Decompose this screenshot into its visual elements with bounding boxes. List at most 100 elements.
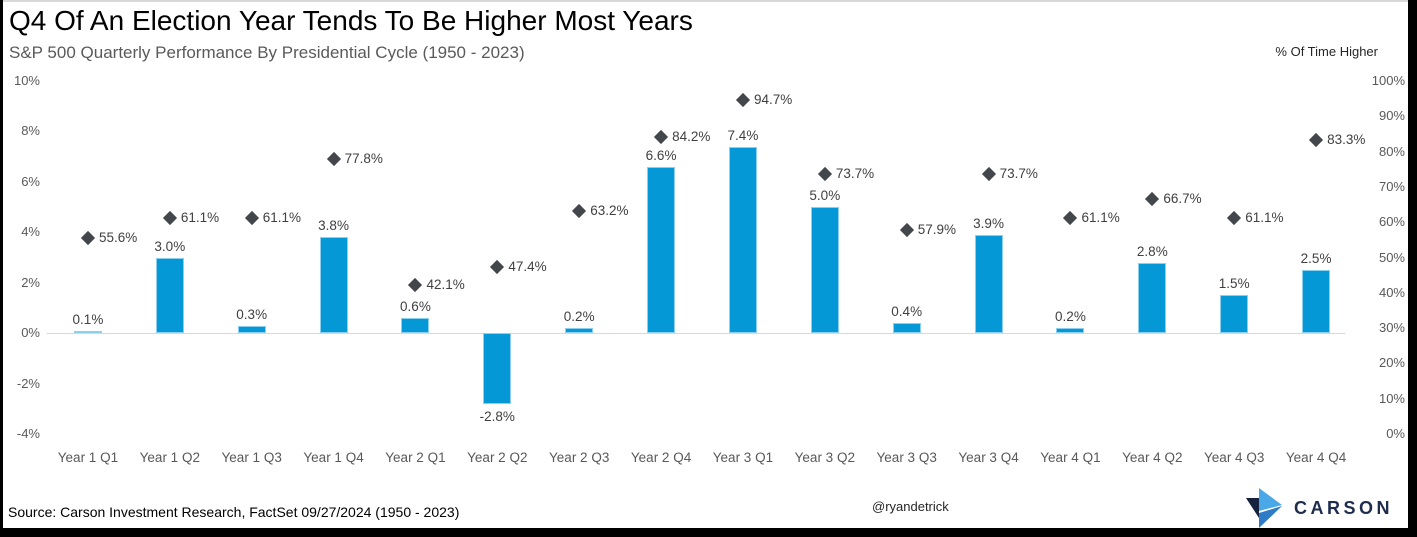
pct-value-label: 61.1% (262, 210, 301, 226)
pct-value-label: 83.3% (1327, 131, 1366, 147)
pct-diamond (490, 259, 505, 274)
logo-light-triangle (1259, 488, 1282, 511)
pct-diamond (408, 278, 423, 293)
right-axis-title: % Of Time Higher (1275, 44, 1378, 59)
bottom-border (0, 528, 1417, 537)
y-axis-tick-left: 4% (21, 224, 40, 240)
bar (1220, 295, 1249, 334)
pct-value-label: 42.1% (426, 277, 465, 293)
pct-value-label: 77.8% (344, 151, 383, 167)
y-axis-tick-left: -4% (16, 426, 40, 441)
bar-value-label: 0.2% (563, 309, 595, 325)
source-note: Source: Carson Investment Research, Fact… (8, 504, 460, 520)
bar (155, 257, 184, 334)
pct-diamond (1227, 211, 1242, 226)
bar (892, 323, 921, 334)
chart-subtitle: S&P 500 Quarterly Performance By Preside… (9, 43, 525, 62)
y-axis-tick-right: 90% (1378, 108, 1405, 124)
y-axis-tick-right: 0% (1386, 426, 1405, 441)
pct-value-label: 57.9% (917, 221, 956, 237)
y-axis-tick-right: 20% (1378, 355, 1405, 371)
y-axis-tick-right: 10% (1378, 390, 1405, 406)
x-axis-label: Year 2 Q4 (630, 450, 692, 465)
bar (1302, 270, 1331, 334)
pct-value-label: 66.7% (1163, 190, 1202, 206)
pct-value-label: 94.7% (753, 91, 793, 107)
y-axis-tick-left: 8% (21, 123, 40, 139)
pct-diamond (162, 211, 177, 226)
zero-line (47, 333, 1345, 334)
bar (73, 330, 102, 334)
bar-value-label: 0.1% (72, 311, 104, 327)
bar-value-label: 5.0% (809, 188, 841, 204)
bar-value-label: 0.3% (236, 306, 268, 322)
x-axis-label: Year 1 Q2 (139, 450, 200, 465)
bar (483, 333, 512, 404)
bar (974, 234, 1003, 334)
x-axis-label: Year 4 Q4 (1285, 450, 1347, 465)
x-axis-label: Year 1 Q4 (303, 450, 364, 465)
y-axis-tick-right: 100% (1371, 73, 1405, 88)
logo-mid-triangle (1259, 506, 1282, 528)
pct-diamond (1063, 211, 1078, 226)
bar-value-label: 0.4% (891, 304, 923, 320)
y-axis-tick-right: 60% (1378, 214, 1405, 230)
x-axis-label: Year 1 Q3 (221, 450, 282, 465)
bar (728, 146, 757, 334)
pct-value-label: 84.2% (672, 128, 711, 144)
pct-diamond (735, 92, 751, 107)
bar-value-label: -2.8% (479, 408, 515, 424)
bar-value-label: 7.4% (727, 127, 759, 143)
pct-diamond (1308, 132, 1324, 148)
bar-value-label: 3.0% (154, 238, 186, 254)
bar-value-label: 2.8% (1136, 243, 1168, 259)
y-axis-tick-left: 10% (13, 73, 40, 88)
y-axis-tick-left: 2% (21, 274, 40, 290)
x-axis-label: Year 2 Q3 (549, 450, 610, 465)
x-axis-label: Year 2 Q1 (385, 450, 446, 465)
y-axis-tick-right: 30% (1378, 320, 1405, 336)
x-axis-label: Year 3 Q4 (958, 450, 1019, 465)
twitter-handle: @ryandetrick (872, 499, 949, 514)
y-axis-tick-right: 70% (1378, 178, 1405, 194)
x-axis-label: Year 4 Q2 (1122, 450, 1183, 465)
bar-value-label: 0.6% (400, 299, 431, 314)
pct-value-label: 73.7% (999, 165, 1038, 181)
pct-value-label: 47.4% (508, 258, 547, 274)
x-axis-label: Year 3 Q2 (794, 450, 855, 465)
y-axis-tick-right: 50% (1378, 249, 1405, 265)
bar (647, 166, 676, 334)
x-axis-label: Year 3 Q3 (876, 450, 937, 465)
y-axis-tick-left: 0% (21, 325, 40, 341)
x-axis-label: Year 4 Q1 (1040, 450, 1101, 465)
bar (401, 318, 430, 334)
y-axis-tick-left: -2% (16, 375, 40, 391)
pct-diamond (572, 203, 587, 218)
bar-value-label: 6.6% (645, 147, 677, 163)
pct-diamond (899, 222, 914, 237)
pct-diamond (80, 230, 96, 245)
bar-value-label: 0.2% (1055, 309, 1086, 325)
pct-value-label: 55.6% (98, 229, 138, 245)
x-axis-label: Year 2 Q2 (467, 450, 528, 465)
chart-title: Q4 Of An Election Year Tends To Be Highe… (9, 5, 693, 36)
pct-diamond (326, 152, 341, 167)
pct-diamond (1145, 191, 1160, 206)
top-divider (0, 0, 1417, 2)
bar (237, 325, 266, 334)
logo-navy-triangle (1246, 498, 1259, 518)
pct-value-label: 63.2% (590, 202, 629, 218)
y-axis-tick-left: 6% (21, 173, 40, 189)
bar (319, 237, 348, 334)
carson-logo-text: CARSON (1294, 497, 1394, 518)
x-axis-label: Year 3 Q1 (712, 450, 774, 465)
pct-value-label: 73.7% (835, 165, 875, 181)
carson-logo-mark (1246, 488, 1282, 528)
x-axis-label: Year 4 Q3 (1204, 450, 1265, 465)
carson-logo: CARSON (1246, 488, 1393, 528)
bar (565, 328, 594, 334)
bar (1138, 262, 1167, 334)
bar (1056, 328, 1085, 334)
